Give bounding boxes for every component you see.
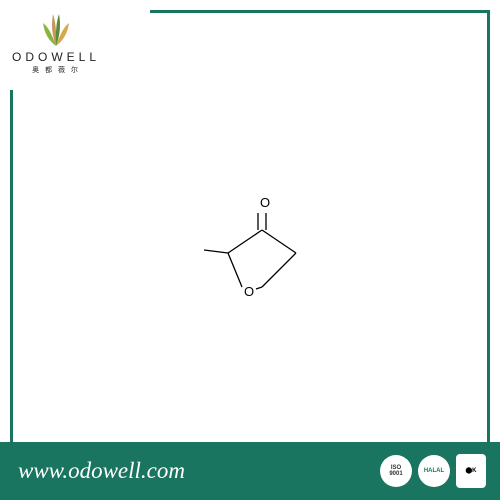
brand-sub: 奥 都 薇 尔 [12, 65, 100, 75]
atom-label-o-ring: O [244, 284, 254, 299]
chemical-structure: O O [200, 195, 310, 310]
molecule-bonds [204, 213, 296, 289]
cert-badges: ISO 9001 HALAL ⬤K [380, 454, 486, 488]
footer-bar: www.odowell.com ISO 9001 HALAL ⬤K [0, 442, 500, 500]
website-url: www.odowell.com [18, 458, 185, 484]
iso-badge: ISO 9001 [380, 455, 412, 487]
halal-badge: HALAL [418, 455, 450, 487]
brand-logo: ODOWELL 奥 都 薇 尔 [12, 8, 100, 75]
atom-label-o-top: O [260, 195, 270, 210]
kosher-badge: ⬤K [456, 454, 486, 488]
logo-leaf-icon [35, 8, 77, 48]
brand-name: ODOWELL [12, 50, 100, 64]
